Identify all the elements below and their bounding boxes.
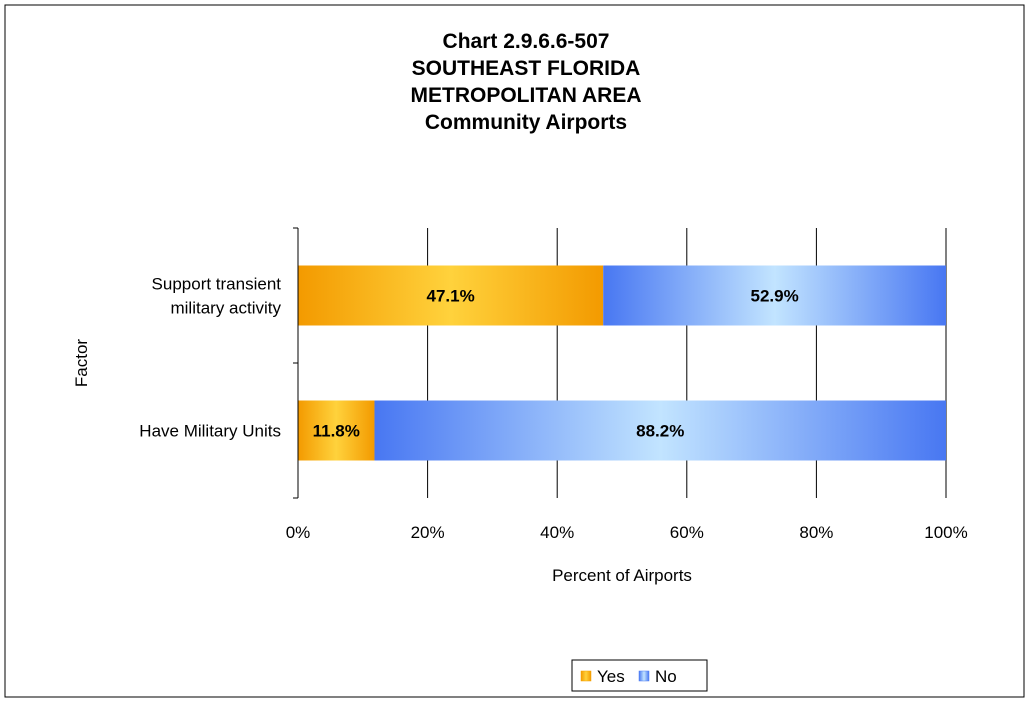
x-tick-label: 100% — [924, 523, 967, 542]
x-axis-title: Percent of Airports — [552, 566, 692, 585]
x-tick-label: 0% — [286, 523, 311, 542]
y-axis-title: Factor — [72, 339, 91, 388]
chart-title-line: Community Airports — [425, 111, 627, 134]
bar-no-1 — [374, 400, 946, 461]
category-label: Have Military Units — [139, 422, 281, 441]
bars — [298, 265, 946, 461]
bar-yes-1 — [298, 400, 375, 461]
legend-swatch-no — [638, 670, 650, 682]
labels: 47.1% 52.9% Support transient military acti… — [72, 275, 968, 586]
axes — [293, 227, 299, 499]
chart-title-line: METROPOLITAN AREA — [411, 84, 642, 107]
chart-frame — [4, 4, 1025, 698]
data-label: 47.1% — [427, 287, 475, 306]
legend-swatch-yes — [580, 670, 592, 682]
x-tick-label: 40% — [540, 523, 574, 542]
data-label: 52.9% — [751, 287, 799, 306]
chart-title: Chart 2.9.6.6-507 SOUTHEAST FLORIDA METROP… — [411, 30, 642, 134]
bar-no-0 — [603, 265, 946, 326]
legend-label-yes: Yes — [597, 667, 625, 686]
bar-yes-0 — [298, 265, 604, 326]
category-label: military activity — [170, 299, 281, 318]
data-label: 88.2% — [636, 422, 684, 441]
chart-title-line: SOUTHEAST FLORIDA — [412, 57, 641, 80]
chart-title-line: Chart 2.9.6.6-507 — [443, 30, 610, 53]
category-label: Support transient — [152, 275, 282, 294]
x-tick-label: 80% — [799, 523, 833, 542]
legend-label-no: No — [655, 667, 677, 686]
data-label: 11.8% — [313, 422, 360, 441]
x-tick-label: 20% — [411, 523, 445, 542]
legend: Yes No — [571, 659, 708, 692]
x-tick-label: 60% — [670, 523, 704, 542]
